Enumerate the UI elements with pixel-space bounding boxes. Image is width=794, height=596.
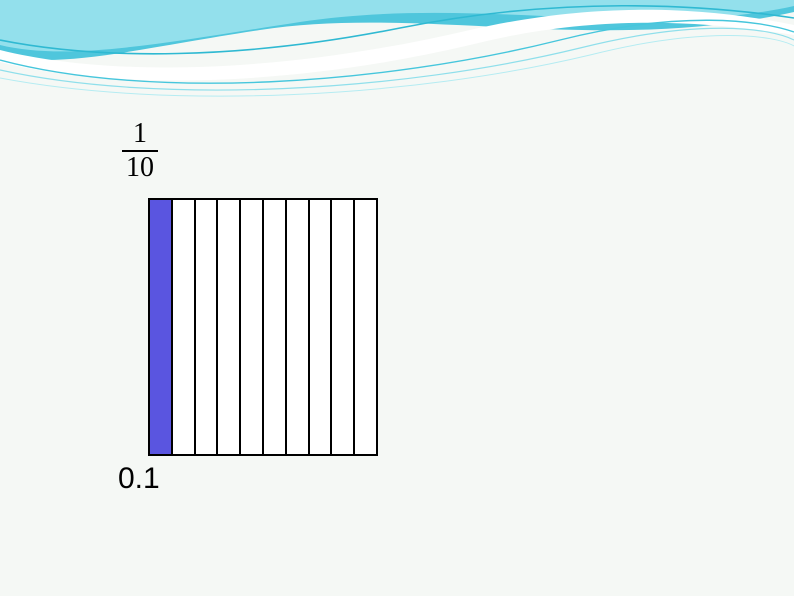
fraction-denominator: 10 bbox=[122, 154, 158, 182]
grid-cell bbox=[287, 200, 310, 454]
grid-cell bbox=[355, 200, 376, 454]
grid-cell bbox=[196, 200, 219, 454]
grid-cell bbox=[241, 200, 264, 454]
grid-cell bbox=[150, 200, 173, 454]
grid-cell bbox=[264, 200, 287, 454]
fraction-numerator: 1 bbox=[122, 120, 158, 148]
grid-cell bbox=[332, 200, 355, 454]
slide: 1 10 0.1 bbox=[0, 0, 794, 596]
grid-cell bbox=[173, 200, 196, 454]
fraction-one-tenth: 1 10 bbox=[122, 120, 158, 182]
decimal-label: 0.1 bbox=[118, 462, 160, 496]
grid-cell bbox=[310, 200, 333, 454]
tenths-grid bbox=[148, 198, 378, 456]
grid-cell bbox=[218, 200, 241, 454]
header-wave bbox=[0, 0, 794, 110]
